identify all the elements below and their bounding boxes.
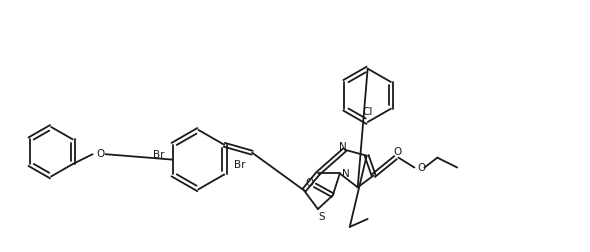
Text: Cl: Cl: [362, 107, 373, 117]
Text: Br: Br: [234, 160, 246, 170]
Text: S: S: [319, 212, 325, 222]
Text: O: O: [394, 147, 402, 157]
Text: N: N: [339, 142, 347, 152]
Text: O: O: [417, 163, 425, 173]
Text: N: N: [342, 169, 350, 179]
Text: O: O: [96, 149, 104, 159]
Text: Br: Br: [153, 150, 165, 160]
Text: O: O: [306, 178, 314, 188]
